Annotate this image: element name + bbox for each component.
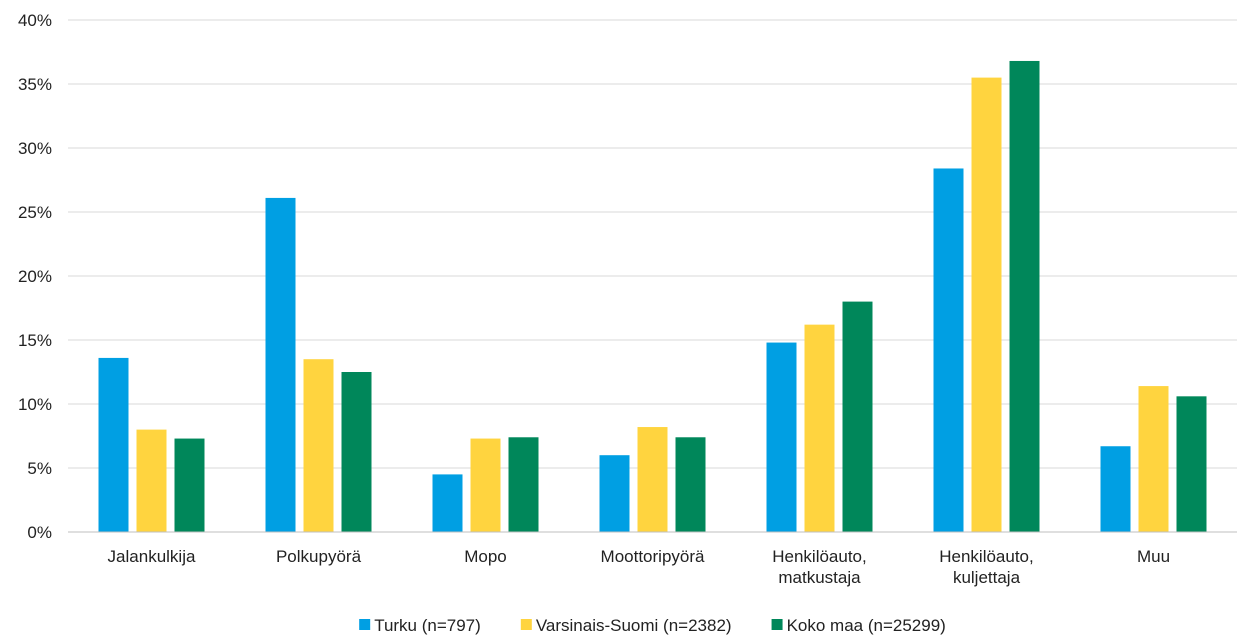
bar xyxy=(136,429,167,532)
bar xyxy=(98,357,129,532)
legend-swatch xyxy=(771,619,783,630)
y-tick-label: 15% xyxy=(18,331,52,350)
bar xyxy=(1100,446,1131,532)
y-tick-label: 10% xyxy=(18,395,52,414)
bar xyxy=(265,197,296,533)
bar xyxy=(933,168,964,533)
y-tick-label: 40% xyxy=(18,11,52,30)
bar xyxy=(675,437,706,532)
gridlines xyxy=(68,19,1237,469)
x-category-label: Jalankulkija xyxy=(108,547,196,566)
bar xyxy=(1176,396,1207,532)
legend-label: Varsinais-Suomi (n=2382) xyxy=(536,616,732,635)
bar xyxy=(599,455,630,532)
bar xyxy=(971,77,1002,532)
x-axis-category-labels: Jalankulkija Polkupyörä Mopo Moottoripyörä H… xyxy=(108,547,1170,587)
x-category-label: Henkilöauto, kuljettaja xyxy=(939,547,1034,587)
bar xyxy=(637,427,668,532)
x-category-label: Mopo xyxy=(464,547,507,566)
x-category-label: Moottoripyörä xyxy=(601,547,705,566)
y-tick-label: 5% xyxy=(27,459,52,478)
legend: Turku (n=797) Varsinais-Suomi (n=2382) Kok… xyxy=(359,616,946,635)
bars xyxy=(98,60,1207,533)
x-category-label: Henkilöauto, matkustaja xyxy=(772,547,867,587)
bar xyxy=(508,437,539,532)
x-category-label: Muu xyxy=(1137,547,1170,566)
y-tick-label: 0% xyxy=(27,523,52,542)
bar xyxy=(1009,60,1040,533)
y-tick-label: 20% xyxy=(18,267,52,286)
legend-swatch xyxy=(520,619,532,630)
bar xyxy=(470,438,501,532)
bar xyxy=(1138,386,1169,532)
x-category-label: Polkupyörä xyxy=(276,547,362,566)
legend-swatch xyxy=(359,619,371,630)
legend-label: Turku (n=797) xyxy=(374,616,481,635)
bar xyxy=(842,301,873,532)
bar xyxy=(303,359,334,532)
y-tick-label: 30% xyxy=(18,139,52,158)
legend-label: Koko maa (n=25299) xyxy=(787,616,946,635)
bar xyxy=(174,438,205,532)
bar xyxy=(804,324,835,532)
bar xyxy=(341,372,372,532)
y-tick-label: 35% xyxy=(18,75,52,94)
bar xyxy=(432,474,463,532)
y-axis-tick-labels: 0% 5% 10% 15% 20% 25% 30% 35% 40% xyxy=(18,11,52,542)
y-tick-label: 25% xyxy=(18,203,52,222)
bar xyxy=(766,342,797,532)
